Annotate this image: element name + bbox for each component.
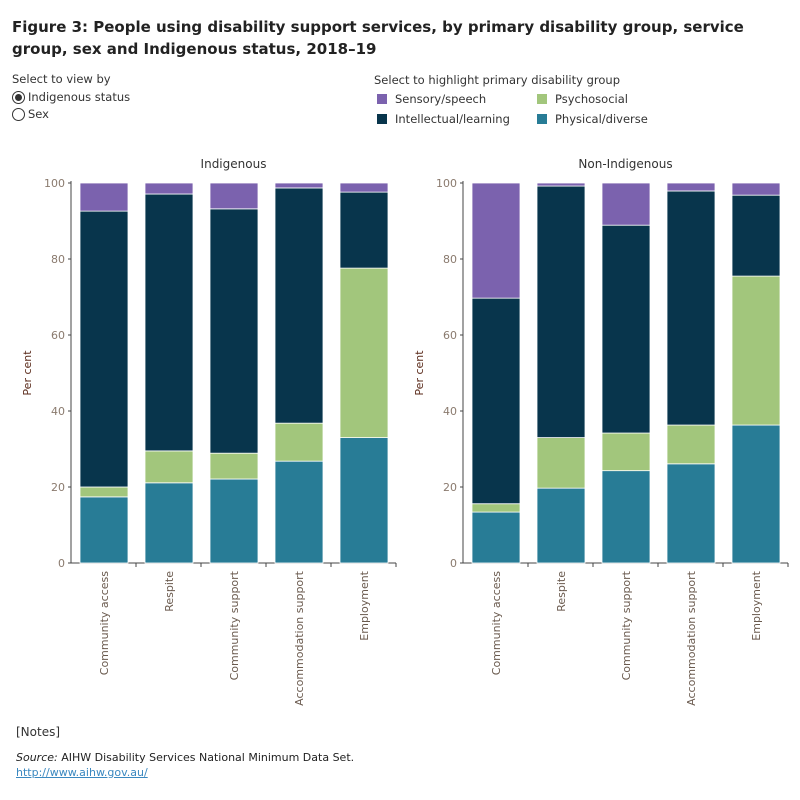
bar-segment (601, 182, 651, 226)
bar-segment (339, 182, 389, 193)
y-tick-label: 60 (51, 329, 65, 342)
bar-segment (144, 450, 194, 484)
panel-title: Non-Indigenous (578, 157, 672, 171)
bar-segment (601, 224, 651, 434)
radio-sex[interactable]: Sex (12, 107, 49, 121)
bar-segment (731, 182, 781, 196)
legend-swatch-icon (377, 94, 387, 104)
charts: Indigenous Per cent 0 20 40 60 80 100 Community … (21, 157, 789, 706)
bar-segment (339, 267, 389, 438)
bar-segment (471, 503, 521, 513)
legend-item-label: Physical/diverse (555, 112, 648, 126)
view-selector-label: Select to view by (12, 72, 111, 86)
legend-swatch-icon (537, 114, 547, 124)
legend-item-psychosocial[interactable]: Psychosocial (537, 92, 628, 106)
bar-segment (731, 194, 781, 277)
y-tick-label: 20 (443, 481, 457, 494)
bar-segment (209, 182, 259, 210)
bar-segment (209, 452, 259, 480)
bar-segment (339, 191, 389, 269)
y-tick-label: 40 (51, 405, 65, 418)
y-tick-label: 100 (436, 177, 457, 190)
bar-segment (471, 511, 521, 564)
bar-segment (274, 460, 324, 564)
bar-segment (79, 210, 129, 488)
x-tick-label: Accommodation support (293, 570, 306, 706)
bar-segment (144, 482, 194, 564)
radio-label: Sex (28, 107, 49, 121)
notes-link[interactable]: [Notes] (16, 725, 61, 739)
bar-segment (666, 424, 716, 465)
y-axis-label: Per cent (21, 350, 34, 396)
bar-segment (536, 487, 586, 564)
bar-segment (79, 496, 129, 564)
x-tick-label: Community access (98, 571, 111, 675)
bar-segment (536, 437, 586, 489)
bar-segment (536, 182, 586, 187)
x-tick-label: Respite (163, 571, 176, 612)
bar-segment (666, 182, 716, 192)
x-tick-label: Respite (555, 571, 568, 612)
panel-title: Indigenous (201, 157, 267, 171)
legend-item-sensory[interactable]: Sensory/speech (377, 92, 486, 106)
bar-segment (209, 208, 259, 454)
radio-selected-icon (12, 90, 25, 104)
bar-segment (79, 182, 129, 212)
bar-segment (339, 437, 389, 564)
bar-segment (731, 275, 781, 426)
x-tick-label: Employment (750, 570, 763, 640)
bar-segment (731, 424, 781, 564)
source-description: AIHW Disability Services National Minimu… (57, 751, 355, 764)
bar-segment (471, 182, 521, 299)
legend-swatch-icon (377, 114, 387, 124)
radio-unselected-icon (12, 107, 25, 121)
x-tick-label: Community support (228, 570, 241, 680)
y-tick-label: 20 (51, 481, 65, 494)
y-tick-label: 0 (450, 557, 457, 570)
radio-indigenous-status[interactable]: Indigenous status (12, 90, 130, 104)
bar-segment (471, 297, 521, 505)
bar-segment (601, 470, 651, 564)
radio-label: Indigenous status (28, 90, 131, 104)
x-tick-label: Accommodation support (685, 570, 698, 706)
legend-item-intellectual[interactable]: Intellectual/learning (377, 112, 510, 126)
x-tick-label: Community access (490, 571, 503, 675)
legend-item-label: Psychosocial (555, 92, 628, 106)
y-tick-label: 80 (443, 253, 457, 266)
legend-item-label: Intellectual/learning (395, 112, 510, 126)
y-tick-label: 0 (58, 557, 65, 570)
bar-segment (144, 193, 194, 452)
y-tick-label: 40 (443, 405, 457, 418)
figure-title: Figure 3: People using disability suppor… (12, 18, 744, 58)
chart-panel-1: Non-Indigenous Per cent 0 20 40 60 80 100 Commun… (413, 157, 789, 706)
x-tick-label: Community support (620, 570, 633, 680)
bar-segment (274, 187, 324, 424)
bar-segment (209, 478, 259, 564)
chart-panel-0: Indigenous Per cent 0 20 40 60 80 100 Community … (21, 157, 397, 706)
legend-swatch-icon (537, 94, 547, 104)
bar-segment (536, 185, 586, 438)
legend-item-label: Sensory/speech (395, 92, 487, 106)
y-axis-label: Per cent (413, 350, 426, 396)
y-tick-label: 80 (51, 253, 65, 266)
bar-segment (274, 182, 324, 189)
bar-segment (144, 182, 194, 195)
bar-segment (666, 463, 716, 564)
source-link[interactable]: http://www.aihw.gov.au/ (16, 766, 148, 779)
source-label: Source: (16, 751, 58, 764)
legend-item-physical[interactable]: Physical/diverse (537, 112, 648, 126)
legend-label: Select to highlight primary disability g… (374, 73, 620, 87)
x-tick-label: Employment (358, 570, 371, 640)
y-tick-label: 100 (44, 177, 65, 190)
bar-segment (274, 422, 324, 462)
bar-segment (601, 432, 651, 472)
y-tick-label: 60 (443, 329, 457, 342)
source-text: Source: AIHW Disability Services Nationa… (16, 751, 354, 764)
bar-segment (666, 190, 716, 426)
bar-segment (79, 486, 129, 498)
